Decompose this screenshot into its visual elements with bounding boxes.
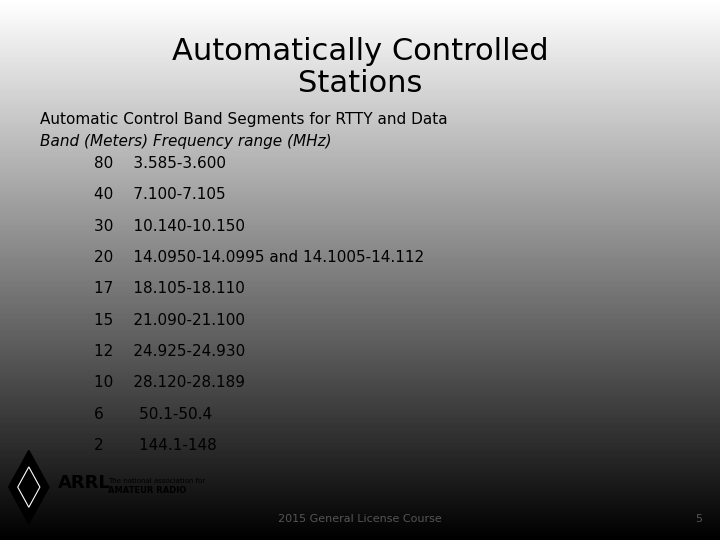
Text: 40  7.100-7.105: 40 7.100-7.105	[94, 187, 225, 202]
Text: Automatic Control Band Segments for RTTY and Data: Automatic Control Band Segments for RTTY…	[40, 112, 447, 127]
Text: Band (Meters) Frequency range (MHz): Band (Meters) Frequency range (MHz)	[40, 134, 331, 149]
Text: AMATEUR RADIO: AMATEUR RADIO	[108, 486, 186, 495]
Text: 10  28.120-28.189: 10 28.120-28.189	[94, 375, 245, 390]
Polygon shape	[9, 450, 49, 524]
Text: Automatically Controlled: Automatically Controlled	[171, 37, 549, 66]
Text: 30  10.140-10.150: 30 10.140-10.150	[94, 219, 245, 234]
Text: Stations: Stations	[298, 69, 422, 98]
Text: 5: 5	[695, 515, 702, 524]
Text: 2   144.1-148: 2 144.1-148	[94, 438, 216, 453]
Text: The national association for: The national association for	[108, 477, 205, 484]
Text: 17  18.105-18.110: 17 18.105-18.110	[94, 281, 245, 296]
Text: 6   50.1-50.4: 6 50.1-50.4	[94, 407, 212, 422]
Text: 15  21.090-21.100: 15 21.090-21.100	[94, 313, 245, 328]
Text: 2015 General License Course: 2015 General License Course	[278, 515, 442, 524]
Text: ARRL: ARRL	[58, 474, 110, 492]
Text: 20  14.0950-14.0995 and 14.1005-14.112: 20 14.0950-14.0995 and 14.1005-14.112	[94, 250, 424, 265]
Text: 12  24.925-24.930: 12 24.925-24.930	[94, 344, 245, 359]
Text: 80  3.585-3.600: 80 3.585-3.600	[94, 156, 225, 171]
